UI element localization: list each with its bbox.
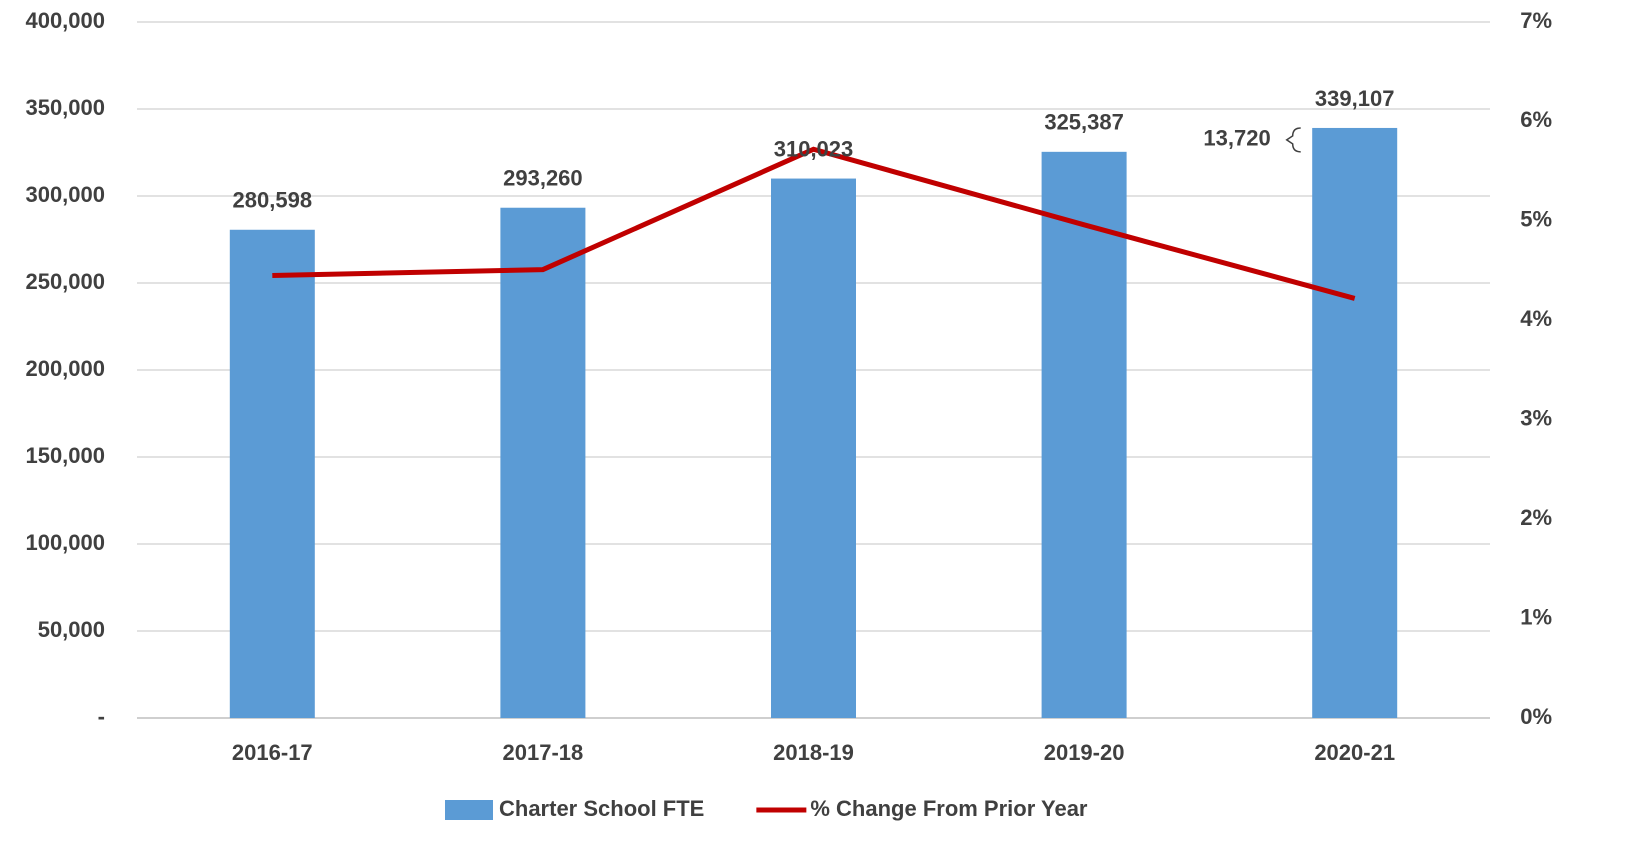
x-tick-label: 2017-18 [503,740,584,765]
bar [229,229,315,719]
x-tick-label: 2016-17 [232,740,313,765]
y-tick-label: 50,000 [38,617,105,642]
y2-tick-label: 4% [1520,306,1552,331]
legend-label: % Change From Prior Year [810,796,1088,821]
bar [1041,151,1127,719]
y-tick-label: 100,000 [25,530,105,555]
y-tick-label: 200,000 [25,356,105,381]
y2-tick-label: 2% [1520,505,1552,530]
y2-tick-label: 3% [1520,406,1552,431]
data-label: 339,107 [1315,86,1395,111]
bar [771,178,856,718]
line [272,146,1356,301]
legend-label: Charter School FTE [499,796,704,821]
data-label: 310,023 [774,136,854,161]
y-tick-label: - [98,704,105,729]
y-tick-label: 350,000 [25,95,105,120]
y-tick-label: 400,000 [25,8,105,33]
legend-swatch [445,800,493,820]
bar [1312,127,1398,719]
annotation: 13,720 [1203,126,1270,151]
y-tick-label: 300,000 [25,182,105,207]
y2-tick-label: 5% [1520,207,1552,232]
y2-tick-label: 0% [1520,704,1552,729]
x-tick-label: 2020-21 [1314,740,1395,765]
y2-tick-label: 1% [1520,604,1552,629]
data-label: 293,260 [503,166,583,191]
y-tick-label: 250,000 [25,269,105,294]
x-tick-label: 2019-20 [1044,740,1125,765]
y-tick-label: 150,000 [25,443,105,468]
y2-tick-label: 6% [1520,107,1552,132]
data-label: 325,387 [1044,110,1124,135]
brace [1285,127,1301,153]
data-label: 280,598 [233,188,313,213]
x-tick-label: 2018-19 [773,740,854,765]
bar [500,207,586,718]
y2-tick-label: 7% [1520,8,1552,33]
